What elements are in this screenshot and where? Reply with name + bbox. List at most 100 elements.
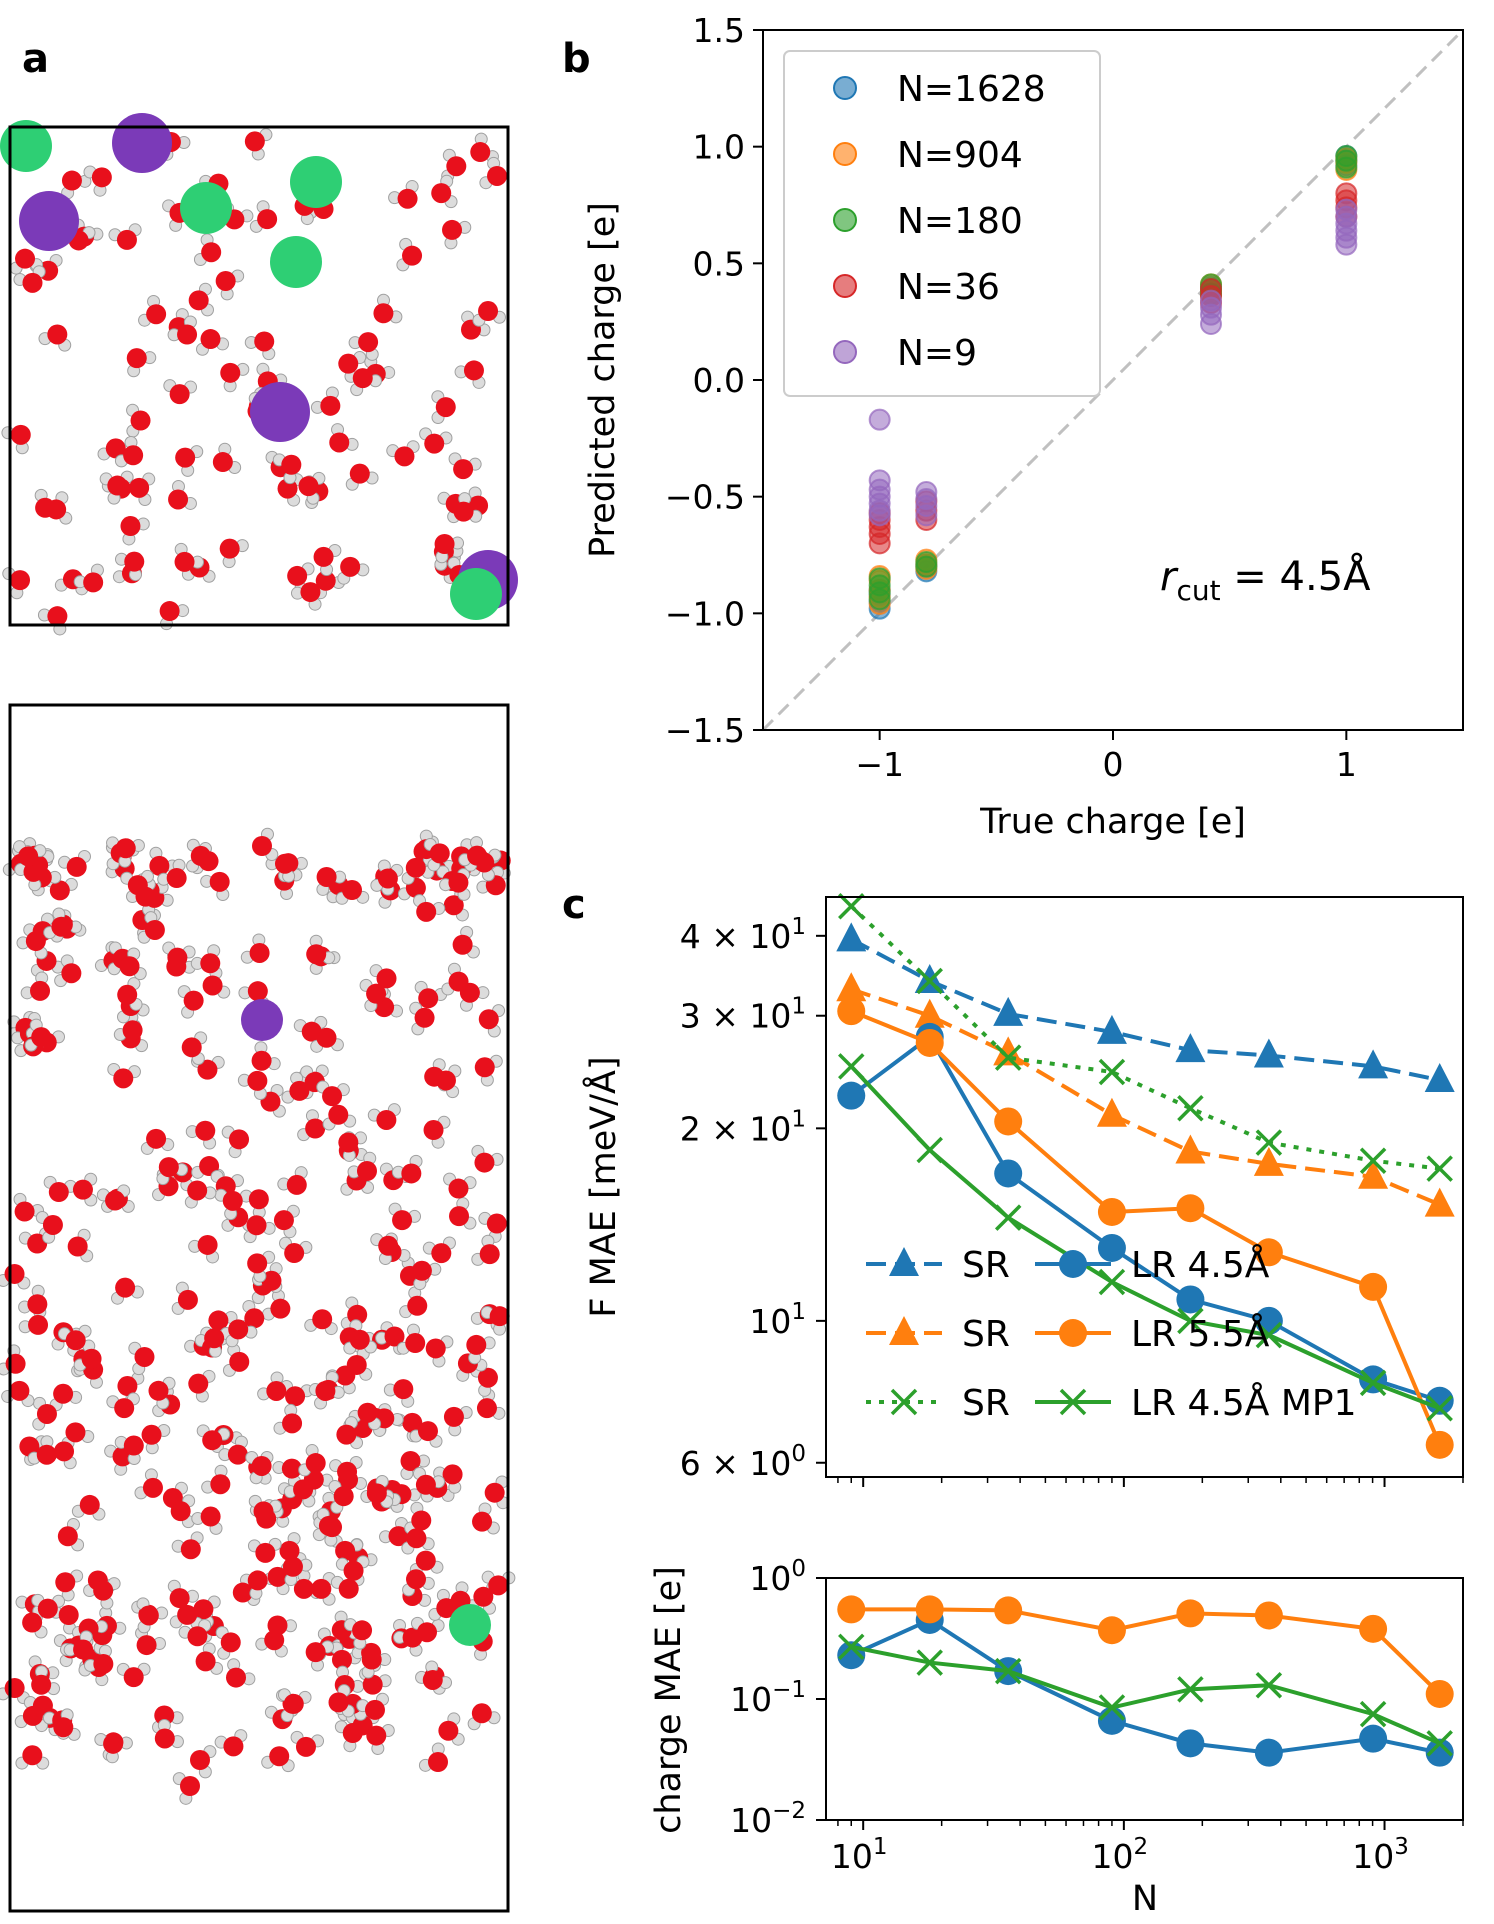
oxygen-atom bbox=[27, 1294, 48, 1315]
oxygen-atom bbox=[273, 1210, 294, 1231]
x-tick-label: 0 bbox=[1103, 745, 1124, 784]
oxygen-atom bbox=[168, 489, 189, 510]
data-point bbox=[1424, 1187, 1455, 1217]
oxygen-atom bbox=[281, 1458, 302, 1479]
oxygen-atom bbox=[117, 1376, 138, 1397]
cutoff-value: = 4.5Å bbox=[1221, 552, 1372, 600]
oxygen-atom bbox=[244, 131, 265, 152]
oxygen-atom bbox=[478, 301, 499, 322]
oxygen-atom bbox=[25, 931, 46, 952]
oxygen-atom bbox=[220, 1632, 241, 1653]
oxygen-atom bbox=[342, 1723, 363, 1744]
panel-label-b: b bbox=[562, 36, 591, 82]
y-tick-label-exp: 0 bbox=[791, 1441, 806, 1467]
oxygen-atom bbox=[315, 1380, 336, 1401]
oxygen-atom bbox=[115, 838, 136, 859]
oxygen-atom bbox=[366, 983, 387, 1004]
oxygen-atom bbox=[136, 1635, 157, 1656]
oxygen-atom bbox=[352, 1620, 373, 1641]
legend-marker bbox=[833, 142, 857, 166]
oxygen-atom bbox=[434, 533, 455, 554]
oxygen-atom bbox=[22, 272, 43, 293]
oxygen-atom bbox=[134, 1346, 155, 1367]
oxygen-atom bbox=[328, 1692, 349, 1713]
y-tick-label: 1.0 bbox=[693, 128, 745, 167]
oxygen-atom bbox=[22, 1705, 43, 1726]
oxygen-atom bbox=[352, 368, 373, 389]
oxygen-atom bbox=[489, 1306, 510, 1327]
oxygen-atom bbox=[57, 1526, 78, 1547]
oxygen-atom bbox=[305, 1453, 326, 1474]
oxygen-atom bbox=[484, 1482, 505, 1503]
oxygen-atom bbox=[73, 1639, 94, 1660]
oxygen-atom bbox=[19, 1436, 40, 1457]
oxygen-atom bbox=[31, 1674, 52, 1695]
oxygen-atom bbox=[174, 551, 195, 572]
scatter-point bbox=[868, 408, 891, 431]
oxygen-atom bbox=[335, 1540, 356, 1561]
oxygen-atom bbox=[361, 1649, 382, 1670]
oxygen-atom bbox=[443, 1406, 464, 1427]
series-line bbox=[850, 1009, 1442, 1446]
oxygen-atom bbox=[195, 1651, 216, 1672]
data-point bbox=[1426, 1395, 1453, 1422]
scatter-legend: N=1628 N=904 N=180 N=36 N=9 bbox=[783, 50, 1101, 397]
oxygen-atom bbox=[392, 1210, 413, 1231]
series-line bbox=[850, 1617, 1441, 1755]
data-point bbox=[837, 1081, 866, 1110]
data-point bbox=[1255, 1321, 1283, 1349]
oxygen-atom bbox=[169, 384, 190, 405]
oxygen-atom bbox=[61, 963, 82, 984]
legend-marker bbox=[833, 76, 857, 100]
oxygen-atom bbox=[67, 1236, 88, 1257]
oxygen-atom bbox=[146, 1128, 167, 1149]
data-point bbox=[1175, 1134, 1206, 1164]
oxygen-atom bbox=[438, 1720, 459, 1741]
oxygen-atom bbox=[448, 872, 469, 893]
oxygen-atom bbox=[248, 1189, 269, 1210]
oxygen-atom bbox=[364, 1699, 385, 1720]
y-tick-label-exp: 0 bbox=[791, 1556, 806, 1582]
y-tick-label: 100 bbox=[749, 1556, 806, 1598]
oxygen-atom bbox=[320, 395, 341, 416]
data-point bbox=[1176, 1599, 1205, 1628]
oxygen-atom bbox=[170, 1501, 191, 1522]
oxygen-atom bbox=[201, 242, 222, 263]
oxygen-atom bbox=[193, 1599, 214, 1620]
data-point bbox=[1059, 1388, 1087, 1416]
oxygen-atom bbox=[356, 1161, 377, 1182]
scatter-point bbox=[1335, 145, 1358, 167]
scatter-point bbox=[915, 504, 938, 527]
oxygen-atom bbox=[159, 601, 180, 622]
scatter-ticks: −1 0 1 −1.5 −1.0 −0.5 0.0 0.5 1.0 1.5 bbox=[665, 11, 1357, 784]
oxygen-atom bbox=[180, 1776, 200, 1796]
oxygen-atom bbox=[376, 1109, 397, 1130]
data-point bbox=[1359, 1369, 1387, 1397]
scatter-point bbox=[868, 567, 891, 590]
oxygen-atom bbox=[177, 1604, 198, 1625]
y-tick-label-exp: 1 bbox=[791, 1106, 806, 1132]
oxygen-atom bbox=[443, 895, 464, 916]
oxygen-atom bbox=[282, 1556, 303, 1577]
oxygen-atom bbox=[190, 1750, 210, 1770]
oxygen-atom bbox=[115, 1277, 136, 1298]
oxygen-atom bbox=[154, 1705, 175, 1726]
oxygen-atom bbox=[266, 1380, 287, 1401]
oxygen-atom bbox=[316, 866, 337, 887]
oxygen-atom bbox=[93, 1653, 114, 1674]
data-point bbox=[837, 997, 866, 1026]
data-point bbox=[1059, 1319, 1087, 1347]
scatter-marks bbox=[761, 28, 1465, 732]
data-point bbox=[994, 1596, 1023, 1625]
x-tick-label-base: 10 bbox=[831, 1837, 873, 1876]
oxygen-atom bbox=[406, 1569, 427, 1590]
oxygen-atom bbox=[448, 971, 469, 992]
molecular-snapshot-bottom bbox=[0, 827, 516, 1805]
oxygen-atom bbox=[124, 551, 145, 572]
oxygen-atom bbox=[36, 1444, 57, 1465]
oxygen-atom bbox=[287, 565, 308, 586]
oxygen-atom bbox=[281, 454, 302, 475]
data-point bbox=[1096, 1014, 1127, 1044]
y-tick-label: −0.5 bbox=[665, 478, 745, 517]
